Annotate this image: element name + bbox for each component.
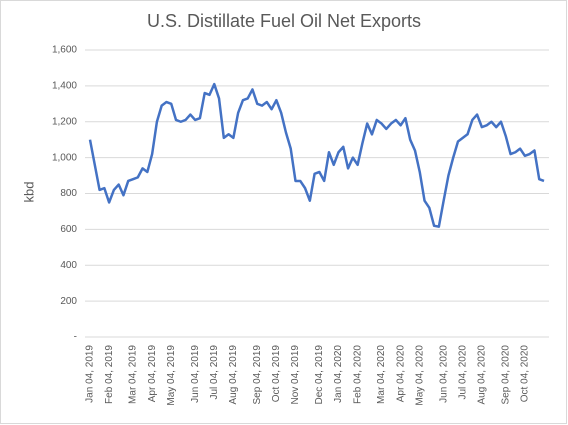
x-tick-label: Feb 04, 2020 bbox=[352, 345, 363, 404]
x-tick-label: Feb 04, 2019 bbox=[104, 345, 115, 404]
x-tick-label: Jan 04, 2020 bbox=[333, 345, 344, 403]
y-axis-label: kbd bbox=[21, 182, 36, 203]
x-tick-label: Apr 04, 2019 bbox=[147, 345, 158, 403]
x-tick-label: Jul 04, 2019 bbox=[209, 345, 220, 400]
y-tick-label: 400 bbox=[60, 260, 77, 271]
x-tick-label: Sep 04, 2019 bbox=[252, 345, 263, 405]
x-tick-label: Jan 04, 2019 bbox=[85, 345, 96, 403]
y-tick-label: 1,200 bbox=[52, 116, 77, 127]
x-tick-label: May 04, 2020 bbox=[414, 345, 425, 406]
x-tick-label: Oct 04, 2019 bbox=[271, 345, 282, 403]
x-tick-label: Dec 04, 2019 bbox=[314, 345, 325, 405]
y-tick-label: 600 bbox=[60, 224, 77, 235]
x-tick-label: Nov 04, 2019 bbox=[290, 345, 301, 405]
x-tick-label: Jun 04, 2020 bbox=[438, 345, 449, 403]
x-tick-label: Jul 04, 2020 bbox=[457, 345, 468, 400]
x-tick-label: Mar 04, 2020 bbox=[376, 345, 387, 404]
y-tick-label: 1,400 bbox=[52, 81, 77, 92]
x-tick-label: May 04, 2019 bbox=[166, 345, 177, 406]
data-line bbox=[88, 82, 545, 228]
x-tick-label: Sep 04, 2020 bbox=[500, 345, 511, 405]
y-tick-label: 800 bbox=[60, 188, 77, 199]
x-tick-label: Apr 04, 2020 bbox=[395, 345, 406, 403]
y-tick-label: 1,000 bbox=[52, 152, 77, 163]
y-tick-label: - bbox=[74, 332, 77, 343]
chart-title: U.S. Distillate Fuel Oil Net Exports bbox=[147, 11, 421, 31]
y-tick-label: 200 bbox=[60, 296, 77, 307]
x-tick-label: Mar 04, 2019 bbox=[128, 345, 139, 404]
x-tick-label: Jun 04, 2019 bbox=[190, 345, 201, 403]
y-tick-label: 1,600 bbox=[52, 45, 77, 56]
x-tick-label: Oct 04, 2020 bbox=[520, 345, 531, 403]
x-tick-label: Aug 04, 2019 bbox=[228, 345, 239, 405]
x-tick-label: Aug 04, 2020 bbox=[477, 345, 488, 405]
